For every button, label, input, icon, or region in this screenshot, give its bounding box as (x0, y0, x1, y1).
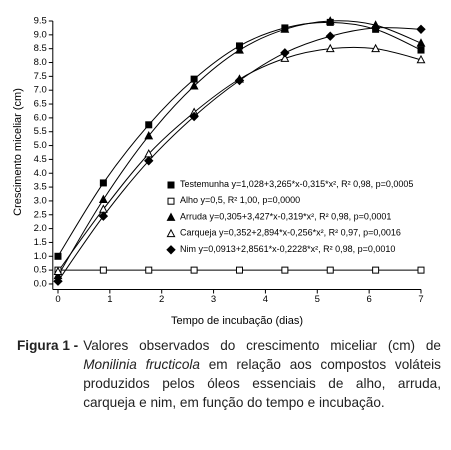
x-tick-label: 0 (55, 294, 60, 305)
legend-name: Testemunha (180, 179, 229, 189)
marker (98, 211, 109, 221)
y-tick-label: 8.5 (34, 43, 47, 54)
marker (280, 48, 290, 58)
fit-curve (57, 27, 422, 282)
y-tick-label: 7.5 (34, 71, 47, 82)
marker (144, 156, 154, 166)
legend-marker (166, 212, 176, 221)
fit-curve (57, 21, 422, 257)
y-tick-label: 4.0 (34, 168, 47, 179)
fit-curve (57, 20, 422, 276)
legend-equation: y=0,0913+2,8561*x-0,2228*x², R² 0,98, p=… (199, 244, 396, 254)
y-tick-label: 4.5 (34, 154, 47, 165)
marker (53, 266, 63, 276)
y-tick-label: 6.5 (34, 99, 47, 110)
marker (189, 111, 199, 122)
marker (417, 266, 425, 274)
y-tick-label: 8.0 (34, 57, 47, 68)
marker (190, 266, 198, 274)
marker (370, 23, 381, 33)
x-axis-label: Tempo de incubação (dias) (171, 315, 303, 327)
marker (325, 43, 335, 53)
chart: Crescimento miceliar (cm) Tempo de incub… (12, 16, 426, 327)
x-tick-label: 1 (107, 294, 112, 305)
x-tick-label: 4 (263, 294, 268, 305)
legend-entry: Nim y=0,0913+2,8561*x-0,2228*x², R² 0,98… (180, 244, 395, 254)
y-tick-label: 2.5 (34, 209, 47, 220)
y-tick-label: 3.5 (34, 182, 47, 193)
x-tick-label: 5 (315, 294, 320, 305)
marker (280, 24, 290, 33)
legend-name: Alho (180, 196, 198, 206)
y-tick-label: 9.0 (34, 29, 47, 40)
y-tick-label: 1.0 (34, 251, 47, 262)
marker (145, 266, 153, 274)
y-tick-label: 1.5 (34, 237, 47, 248)
caption-label: Figura 1 - (17, 338, 79, 353)
legend-name: Nim (180, 244, 196, 254)
legend-entry: Arruda y=0,305+3,427*x-0,319*x², R² 0,98… (180, 212, 391, 222)
marker (144, 131, 154, 140)
y-tick-label: 7.0 (34, 85, 47, 96)
x-tick-label: 6 (366, 294, 371, 305)
marker (280, 53, 290, 62)
marker (145, 121, 153, 129)
legend-equation: y=0,5, R² 1,00, p=0,0000 (201, 196, 301, 206)
legend-marker (167, 197, 175, 205)
y-tick-label: 6.0 (34, 112, 47, 123)
legend-marker (167, 181, 175, 189)
marker (371, 43, 381, 53)
legend-entry: Testemunha y=1,028+3,265*x-0,315*x², R² … (180, 179, 413, 189)
x-tick-label: 7 (418, 294, 423, 305)
legend-equation: y=0,352+2,894*x-0,256*x², R² 0,97, p=0,0… (219, 228, 401, 238)
y-tick-label: 0.5 (34, 265, 47, 276)
marker (416, 54, 426, 64)
y-tick-label: 0.0 (34, 278, 47, 289)
caption: Figura 1 - Valores observados do crescim… (17, 336, 441, 412)
y-axis-label: Crescimento miceliar (cm) (12, 88, 24, 216)
legend-marker (166, 245, 176, 255)
y-tick-label: 5.5 (34, 126, 47, 137)
y-tick-label: 3.0 (34, 195, 47, 206)
marker (235, 266, 243, 274)
marker (235, 45, 244, 54)
marker (416, 24, 426, 35)
marker (234, 75, 245, 86)
marker (99, 179, 107, 187)
y-tick-label: 9.5 (34, 16, 47, 27)
legend-name: Carqueja (180, 228, 217, 238)
y-tick-label: 2.0 (34, 223, 47, 234)
marker (325, 16, 335, 25)
y-tick-label: 5.0 (34, 140, 47, 151)
legend-equation: y=1,028+3,265*x-0,315*x², R² 0,98, p=0,0… (232, 179, 414, 189)
marker (53, 276, 63, 286)
caption-species: Monilinia fructicola (83, 357, 200, 372)
caption-text-after: em relação aos compostos voláteis produz… (83, 357, 441, 410)
legend-entry: Alho y=0,5, R² 1,00, p=0,0000 (180, 196, 300, 206)
marker (416, 38, 426, 47)
legend-equation: y=0,305+3,427*x-0,319*x², R² 0,98, p=0,0… (210, 212, 392, 222)
legend-entry: Carqueja y=0,352+2,894*x-0,256*x², R² 0,… (180, 228, 401, 238)
marker (417, 46, 425, 54)
marker (189, 81, 199, 90)
caption-text-before: Valores observados do crescimento miceli… (83, 338, 441, 353)
marker (325, 31, 335, 41)
x-tick-label: 2 (159, 294, 164, 305)
marker (281, 266, 289, 274)
marker (54, 252, 62, 260)
legend-name: Arruda (180, 212, 207, 222)
marker (98, 194, 108, 204)
x-tick-label: 3 (211, 294, 216, 305)
caption-text: Valores observados do crescimento miceli… (83, 336, 441, 412)
legend-marker (166, 228, 176, 238)
marker (99, 266, 107, 274)
marker (372, 266, 380, 274)
marker (326, 266, 334, 274)
